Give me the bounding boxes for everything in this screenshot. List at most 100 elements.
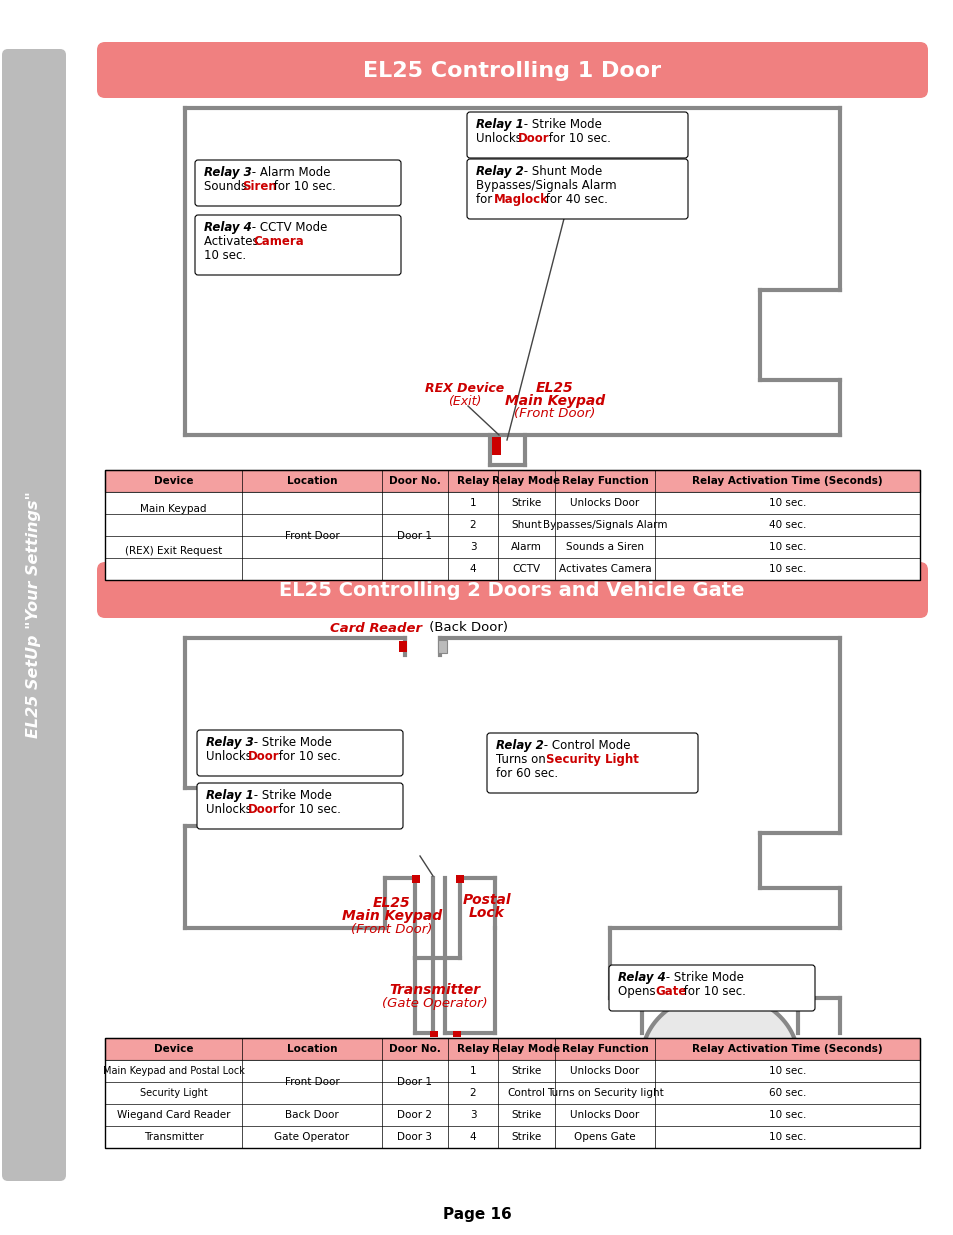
Bar <box>105 1104 919 1126</box>
Text: Relay Activation Time (Seconds): Relay Activation Time (Seconds) <box>692 1044 882 1053</box>
Text: Strike: Strike <box>511 498 541 508</box>
Text: for 40 sec.: for 40 sec. <box>541 193 607 206</box>
Text: Activates: Activates <box>204 235 262 248</box>
Text: for 10 sec.: for 10 sec. <box>274 803 340 816</box>
Text: Maglock: Maglock <box>494 193 548 206</box>
Text: - Control Mode: - Control Mode <box>539 739 630 752</box>
Text: 1: 1 <box>469 1066 476 1076</box>
Text: Main Keypad and Postal Lock: Main Keypad and Postal Lock <box>103 1066 244 1076</box>
Text: Location: Location <box>287 475 337 487</box>
Text: Unlocks: Unlocks <box>206 803 255 816</box>
Text: 3: 3 <box>469 1110 476 1120</box>
Text: Turns on Security light: Turns on Security light <box>546 1088 662 1098</box>
Text: Door 3: Door 3 <box>397 1132 432 1142</box>
Bar <box>430 1031 437 1037</box>
Text: Front Door: Front Door <box>284 531 339 541</box>
Text: for 10 sec.: for 10 sec. <box>679 986 745 998</box>
Text: Transmitter: Transmitter <box>389 983 480 997</box>
Text: Opens Gate: Opens Gate <box>574 1132 635 1142</box>
Text: 1: 1 <box>469 498 476 508</box>
Bar <box>105 1060 919 1082</box>
Text: Relay Mode: Relay Mode <box>492 1044 560 1053</box>
Text: (Exit): (Exit) <box>448 394 481 408</box>
Text: Door: Door <box>517 132 549 144</box>
Text: Relay Function: Relay Function <box>561 1044 648 1053</box>
Bar <box>105 1082 919 1104</box>
Text: EL25 Controlling 1 Door: EL25 Controlling 1 Door <box>362 61 660 82</box>
Text: 10 sec.: 10 sec. <box>768 1110 805 1120</box>
Text: Strike: Strike <box>511 1110 541 1120</box>
Text: Relay 3: Relay 3 <box>206 736 253 748</box>
Text: - Strike Mode: - Strike Mode <box>250 736 332 748</box>
Text: Transmitter: Transmitter <box>144 1132 203 1142</box>
Text: Back Door: Back Door <box>285 1110 338 1120</box>
Bar <box>412 876 419 883</box>
Text: Strike: Strike <box>511 1132 541 1142</box>
Text: 10 sec.: 10 sec. <box>768 498 805 508</box>
Text: EL25: EL25 <box>373 897 411 910</box>
Text: 10 sec.: 10 sec. <box>204 249 246 262</box>
Text: Relay 1: Relay 1 <box>206 789 253 802</box>
Text: Gate: Gate <box>655 986 685 998</box>
Text: Wiegand Card Reader: Wiegand Card Reader <box>116 1110 230 1120</box>
Text: Bypasses/Signals Alarm: Bypasses/Signals Alarm <box>476 179 616 191</box>
Bar <box>105 1126 919 1149</box>
Bar <box>105 558 919 580</box>
Text: Bypasses/Signals Alarm: Bypasses/Signals Alarm <box>542 520 666 530</box>
Bar <box>398 641 407 652</box>
Text: 60 sec.: 60 sec. <box>768 1088 805 1098</box>
Bar <box>105 471 919 580</box>
Text: (Back Door): (Back Door) <box>424 621 507 635</box>
Text: 3: 3 <box>469 542 476 552</box>
Text: 4: 4 <box>469 1132 476 1142</box>
Text: 4: 4 <box>469 564 476 574</box>
Bar <box>453 1031 460 1037</box>
Text: Main Keypad: Main Keypad <box>140 504 207 514</box>
Text: for 10 sec.: for 10 sec. <box>274 750 340 763</box>
Text: Relay Mode: Relay Mode <box>492 475 560 487</box>
Text: EL25: EL25 <box>536 382 573 395</box>
FancyBboxPatch shape <box>196 783 402 829</box>
Text: Page 16: Page 16 <box>442 1208 511 1223</box>
Text: for 60 sec.: for 60 sec. <box>496 767 558 781</box>
Text: Front Door: Front Door <box>284 1077 339 1087</box>
Text: Device: Device <box>153 1044 193 1053</box>
FancyBboxPatch shape <box>97 562 927 618</box>
Bar <box>105 1037 919 1149</box>
Text: Main Keypad: Main Keypad <box>341 909 441 923</box>
Text: Security Light: Security Light <box>545 753 639 766</box>
Text: Door 1: Door 1 <box>397 531 432 541</box>
Text: EL25 SetUp "Your Settings": EL25 SetUp "Your Settings" <box>27 492 42 739</box>
Text: Relay 4: Relay 4 <box>618 971 665 984</box>
Text: - Shunt Mode: - Shunt Mode <box>519 165 601 178</box>
Bar <box>492 437 500 454</box>
Bar <box>437 640 447 653</box>
Text: Relay Activation Time (Seconds): Relay Activation Time (Seconds) <box>692 475 882 487</box>
Text: Relay 3: Relay 3 <box>204 165 252 179</box>
Text: - Strike Mode: - Strike Mode <box>519 119 601 131</box>
Text: (Front Door): (Front Door) <box>514 408 595 420</box>
Text: Lock: Lock <box>469 906 504 920</box>
Text: Door: Door <box>248 803 279 816</box>
Text: Postal: Postal <box>462 893 511 906</box>
FancyBboxPatch shape <box>194 215 400 275</box>
FancyBboxPatch shape <box>467 112 687 158</box>
Bar <box>456 876 463 883</box>
Text: Siren: Siren <box>242 180 276 193</box>
Bar <box>105 1037 919 1060</box>
Text: - Strike Mode: - Strike Mode <box>661 971 743 984</box>
Text: Relay: Relay <box>456 475 489 487</box>
Text: Opens: Opens <box>618 986 659 998</box>
Text: 2: 2 <box>469 520 476 530</box>
Text: Door: Door <box>248 750 279 763</box>
Text: for: for <box>476 193 496 206</box>
Text: Alarm: Alarm <box>511 542 541 552</box>
Bar <box>105 471 919 492</box>
FancyBboxPatch shape <box>486 734 698 793</box>
FancyBboxPatch shape <box>608 965 814 1011</box>
Text: 2: 2 <box>469 1088 476 1098</box>
Text: Relay 2: Relay 2 <box>496 739 543 752</box>
Text: Unlocks: Unlocks <box>476 132 525 144</box>
Text: Security Light: Security Light <box>139 1088 207 1098</box>
Text: Door 1: Door 1 <box>397 1077 432 1087</box>
